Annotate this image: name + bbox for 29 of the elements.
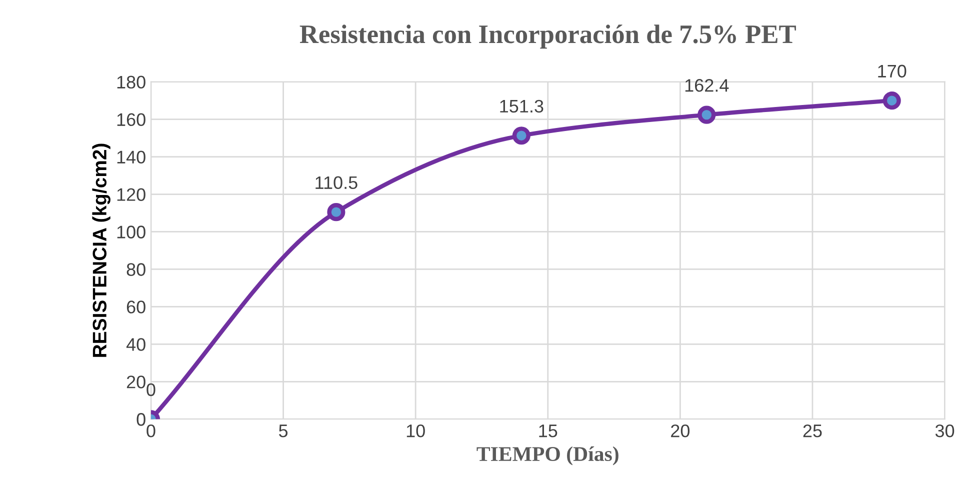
y-tick-label: 120 bbox=[117, 188, 146, 201]
y-tick-label: 80 bbox=[126, 263, 146, 276]
point bbox=[698, 106, 716, 124]
y-tick-label: 180 bbox=[117, 76, 146, 89]
point bbox=[512, 126, 530, 145]
x-tick-label: 30 bbox=[935, 424, 954, 438]
data-label: 170 bbox=[878, 64, 906, 78]
point bbox=[327, 203, 346, 222]
y-tick-label: 20 bbox=[126, 376, 146, 388]
point bbox=[882, 92, 901, 110]
x-tick-label: 15 bbox=[539, 424, 558, 438]
data-label: 0 bbox=[146, 383, 156, 396]
x-tick-label: 5 bbox=[278, 424, 288, 438]
y-axis-title: RESISTENCIA (kg/cm2) bbox=[92, 144, 110, 357]
y-tick-label: 160 bbox=[117, 113, 146, 126]
x-tick-label: 10 bbox=[406, 424, 425, 438]
x-axis-title: TIEMPO (Días) bbox=[476, 446, 618, 466]
data-label: 110.5 bbox=[316, 176, 358, 190]
x-tick-label: 0 bbox=[146, 424, 156, 438]
y-tick-label: 60 bbox=[126, 300, 146, 314]
y-tick-label: 140 bbox=[117, 150, 146, 164]
x-tick-label: 20 bbox=[671, 424, 690, 438]
chart-title: Resistencia con Incorporación de 7.5% PET bbox=[300, 24, 796, 49]
y-tick-label: 100 bbox=[117, 226, 146, 238]
data-label: 162.4 bbox=[685, 79, 729, 92]
y-tick-label: 0 bbox=[136, 413, 146, 426]
y-tick-label: 40 bbox=[126, 338, 146, 351]
data-label: 151.3 bbox=[500, 100, 544, 113]
x-tick-label: 25 bbox=[803, 424, 822, 438]
